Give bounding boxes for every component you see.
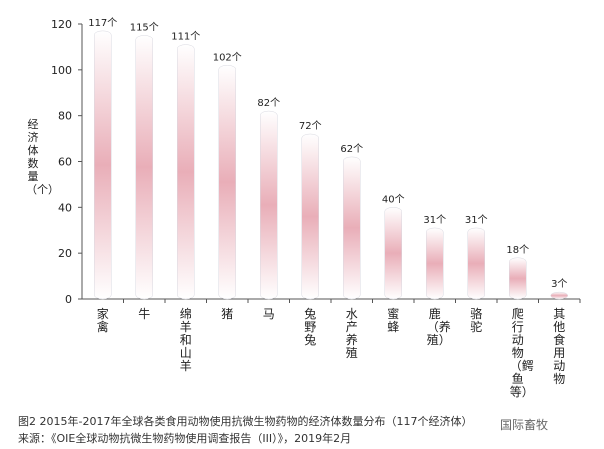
category-label: 牛: [138, 307, 151, 321]
category-label: 爬行动物（鳄鱼等）: [509, 307, 534, 399]
figure-caption: 图2 2015年-2017年全球各类食用动物使用抗微生物药物的经济体数量分布（1…: [18, 415, 473, 428]
category-label: 蜜蜂: [387, 307, 400, 334]
bar: [135, 35, 153, 300]
bar: [426, 227, 444, 300]
y-tick-label: 100: [51, 64, 72, 77]
category-label: 马: [262, 307, 275, 321]
bar: [467, 227, 485, 300]
data-label: 40个: [382, 193, 405, 205]
data-label: 18个: [506, 244, 529, 256]
category-label: 猪: [221, 307, 234, 321]
data-label: 31个: [465, 214, 488, 226]
data-label: 117个: [88, 17, 117, 29]
bar: [384, 207, 402, 300]
category-label: 家禽: [96, 307, 109, 334]
category-label: 骆驼: [470, 307, 483, 334]
bar: [509, 257, 527, 300]
bar: [177, 44, 195, 300]
category-label: 其他食用动物: [553, 307, 566, 386]
y-tick-label: 80: [58, 110, 72, 123]
bar: [550, 291, 568, 300]
y-tick-label: 60: [58, 156, 72, 169]
y-axis-title: 经济体数量（个）: [26, 118, 59, 196]
data-label: 3个: [551, 278, 567, 290]
figure-source: 来源：《OIE全球动物抗微生物药物使用调查报告（III）》，2019年2月: [18, 432, 352, 445]
y-tick-label: 20: [58, 247, 72, 260]
data-label: 82个: [257, 97, 280, 109]
category-label: 鹿（养殖）: [426, 307, 451, 347]
category-label: 水产养殖: [345, 307, 358, 360]
data-label: 102个: [213, 51, 242, 63]
category-label: 绵羊和山羊: [179, 307, 192, 373]
data-label: 62个: [340, 143, 363, 155]
bar: [218, 65, 236, 300]
bar: [301, 133, 319, 300]
category-label: 兔野兔: [304, 307, 317, 347]
bar: [260, 110, 278, 300]
bar: [343, 156, 361, 300]
y-tick-label: 40: [58, 201, 72, 214]
data-label: 115个: [130, 21, 159, 33]
data-label: 72个: [299, 120, 322, 132]
data-label: 111个: [171, 31, 200, 43]
bar: [94, 30, 112, 300]
y-tick-label: 120: [51, 18, 72, 31]
y-tick-label: 0: [65, 293, 72, 306]
watermark: 国际畜牧: [500, 418, 549, 432]
data-label: 31个: [423, 214, 446, 226]
